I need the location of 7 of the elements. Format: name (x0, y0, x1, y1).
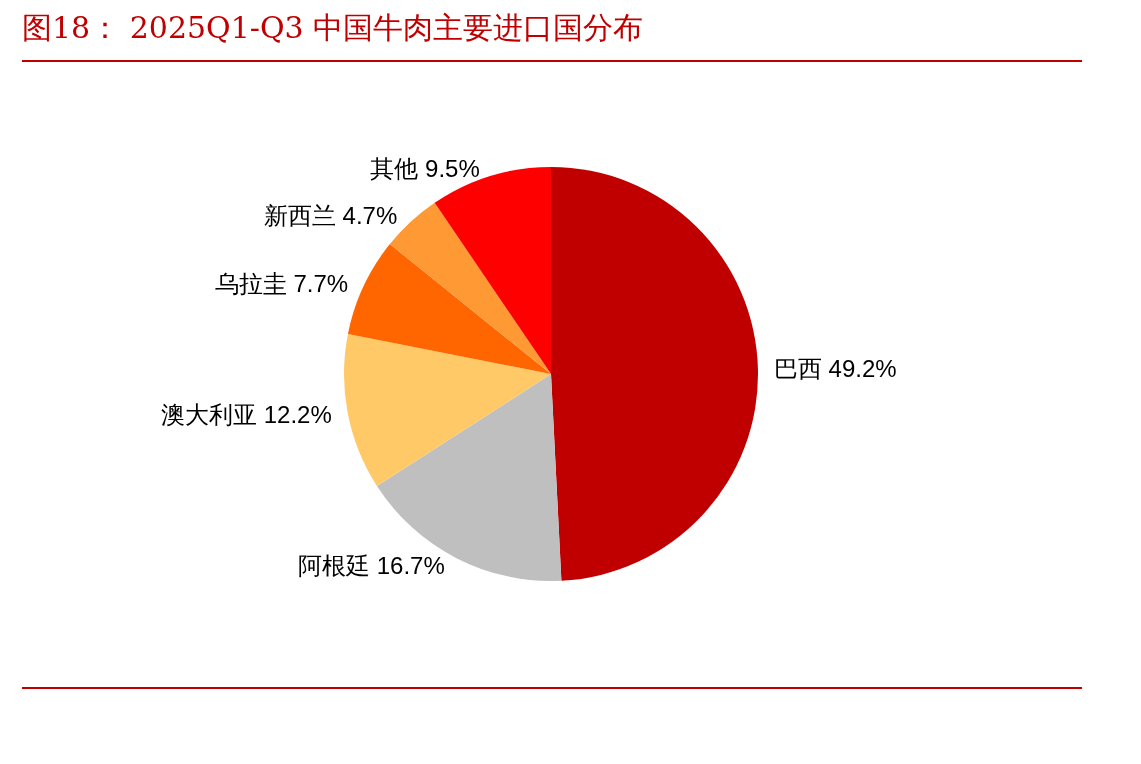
chart-title: 图18： 2025Q1-Q3 中国牛肉主要进口国分布 (22, 9, 644, 47)
slice-label: 阿根廷 16.7% (298, 551, 445, 579)
slice-label: 澳大利亚 12.2% (161, 400, 332, 428)
slice-label: 巴西 49.2% (773, 355, 897, 383)
slice-label: 乌拉圭 7.7% (214, 269, 349, 297)
slice-label: 新西兰 4.7% (263, 202, 398, 230)
slice-label: 其他 9.5% (370, 155, 480, 182)
